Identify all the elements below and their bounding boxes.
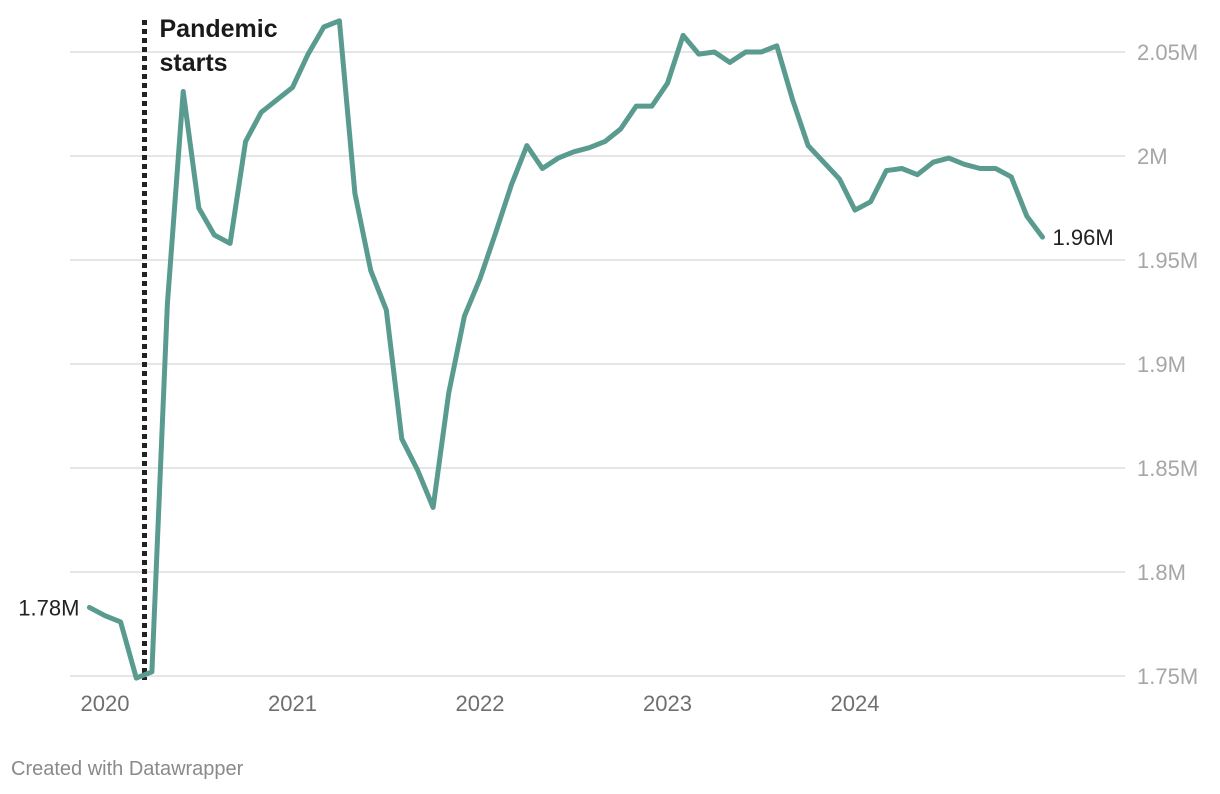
x-tick-label: 2020 xyxy=(81,691,130,716)
x-tick-label: 2021 xyxy=(268,691,317,716)
x-axis: 2020 2021 2022 2023 2024 xyxy=(81,691,880,716)
series-group xyxy=(86,18,1045,681)
start-value-label: 1.78M xyxy=(18,595,79,620)
x-tick-label: 2024 xyxy=(831,691,880,716)
y-tick-label: 1.75M xyxy=(1137,664,1198,689)
y-tick-label: 2.05M xyxy=(1137,40,1198,65)
y-tick-label: 1.85M xyxy=(1137,456,1198,481)
y-tick-label: 1.9M xyxy=(1137,352,1186,377)
x-tick-label: 2022 xyxy=(456,691,505,716)
y-tick-label: 1.95M xyxy=(1137,248,1198,273)
x-tick-label: 2023 xyxy=(643,691,692,716)
annotation-label-line2: starts xyxy=(160,49,228,77)
annotation-label-line1: Pandemic xyxy=(160,15,278,43)
pandemic-annotation: Pandemic starts xyxy=(142,15,278,680)
footer-credit: Created with Datawrapper xyxy=(11,758,244,780)
y-tick-label: 2M xyxy=(1137,144,1168,169)
end-value-label: 1.96M xyxy=(1053,225,1114,250)
y-axis: 1.75M 1.8M 1.85M 1.9M 1.95M 2M 2.05M xyxy=(1137,40,1198,689)
y-tick-label: 1.8M xyxy=(1137,560,1186,585)
series-line xyxy=(86,18,1045,681)
